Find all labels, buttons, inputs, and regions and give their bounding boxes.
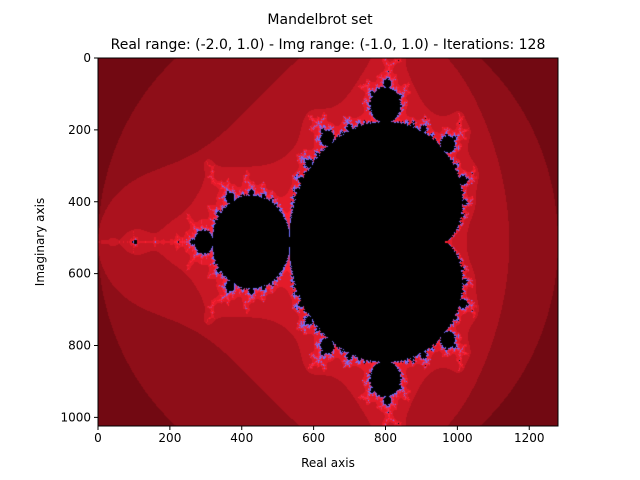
plot-frame (97, 57, 559, 427)
y-tick-label: 800 (68, 339, 91, 353)
plot-area (97, 57, 559, 427)
figure-subtitle: Real range: (-2.0, 1.0) - Img range: (-1… (111, 37, 546, 53)
x-tick-label: 800 (374, 431, 397, 445)
y-tick-label: 0 (83, 51, 91, 65)
x-axis-label: Real axis (301, 456, 355, 470)
y-tick-label: 200 (68, 123, 91, 137)
mandelbrot-image (98, 58, 558, 426)
y-axis: 0 200 400 600 800 1000 (60, 51, 98, 424)
x-tick-label: 200 (158, 431, 181, 445)
x-tick-label: 1000 (442, 431, 473, 445)
x-tick-label: 400 (230, 431, 253, 445)
x-axis: 0 200 400 600 800 1000 1200 (94, 426, 545, 445)
figure-title: Mandelbrot set (267, 12, 373, 28)
y-tick-label: 400 (68, 195, 91, 209)
x-tick-label: 1200 (514, 431, 545, 445)
x-tick-label: 600 (302, 431, 325, 445)
y-axis-label: Imaginary axis (33, 198, 47, 286)
y-tick-label: 600 (68, 267, 91, 281)
y-tick-label: 1000 (60, 410, 91, 424)
x-tick-label: 0 (94, 431, 102, 445)
